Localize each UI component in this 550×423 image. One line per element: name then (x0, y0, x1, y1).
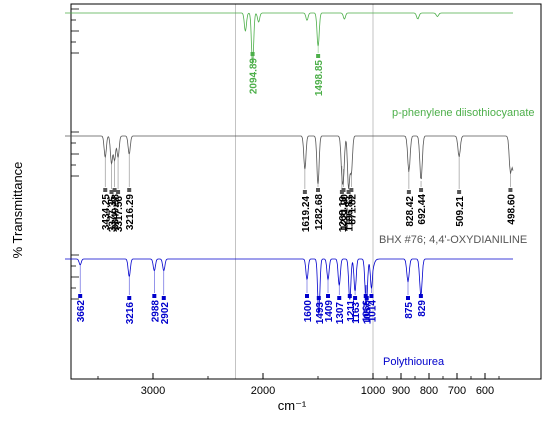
peak-marker-s1-2 (112, 188, 117, 192)
x-tick-label-0: 3000 (141, 385, 165, 397)
spectrum-line-2 (65, 258, 513, 315)
series-name-1: BHX #76; 4,4'-OXYDIANILINE (379, 234, 527, 246)
peak-marker-s2-0 (78, 294, 83, 298)
peak-label-s1-6: 1282.68 (314, 194, 325, 231)
peak-label-s1-2: 3349.38 (111, 194, 122, 231)
peak-marker-s2-12 (369, 294, 374, 298)
peak-marker-s2-2 (152, 294, 157, 298)
peak-marker-s1-9 (346, 190, 351, 194)
peak-label-s2-5: 1493 (315, 302, 326, 325)
peak-label-s2-2: 2988 (150, 300, 161, 323)
peak-label-s2-1: 3216 (125, 302, 136, 325)
peak-marker-s1-4 (127, 188, 132, 192)
peak-label-s1-5: 1619.24 (301, 196, 312, 233)
peak-marker-s2-3 (161, 296, 166, 300)
peak-label-s2-0: 3662 (76, 300, 87, 323)
x-tick-label-1: 2000 (251, 385, 275, 397)
plot-frame (70, 3, 542, 380)
peak-label-s1-7: 1268.19 (338, 196, 349, 233)
spectrum-line-1 (65, 135, 514, 190)
series-name-0: p-phenylene diisothiocyanate (392, 107, 535, 119)
peak-label-s2-9: 1163 (351, 302, 362, 324)
peak-label-s1-13: 509.21 (455, 196, 466, 227)
peak-marker-s2-13 (406, 296, 410, 300)
peak-marker-s1-8 (341, 188, 346, 192)
x-tick-label-3: 900 (392, 385, 410, 397)
peak-marker-s2-6 (326, 294, 331, 298)
peak-marker-s1-6 (316, 188, 320, 192)
x-axis-label: cm⁻¹ (278, 398, 307, 413)
peak-marker-s1-1 (109, 190, 114, 194)
peak-label-s2-7: 1307 (335, 302, 346, 325)
peak-label-s2-4: 1600 (303, 300, 314, 323)
peak-marker-s1-5 (302, 190, 307, 194)
peak-label-s2-11: 1057 (363, 302, 374, 325)
peak-marker-s2-14 (418, 294, 423, 298)
peak-label-s1-10: 871.82 (347, 194, 358, 225)
x-tick-label-5: 700 (448, 385, 466, 397)
peak-label-s1-0: 3434.25 (101, 194, 112, 231)
series-names: p-phenylene diisothiocyanate BHX #76; 4,4… (379, 107, 535, 368)
peak-marker-s1-13 (457, 190, 462, 194)
x-tick-label-2: 1000 (361, 385, 385, 397)
peak-marker-s0-0 (250, 52, 255, 56)
peak-label-s2-8: 1211 (346, 300, 357, 322)
peak-label-s2-6: 1409 (324, 300, 335, 323)
peak-marker-s1-10 (349, 188, 354, 192)
peak-marker-s1-11 (406, 190, 411, 194)
peak-marker-s2-9 (353, 296, 358, 300)
peak-label-s1-11: 828.42 (405, 196, 416, 227)
peak-marker-s2-4 (305, 294, 309, 298)
peak-label-s2-3: 2902 (160, 302, 171, 325)
spectra (65, 12, 514, 315)
peak-marker-s2-8 (347, 294, 352, 298)
x-tick-label-4: 800 (420, 385, 438, 397)
peak-label-s2-10: 1066 (362, 300, 373, 323)
peak-label-s2-14: 829 (417, 300, 428, 317)
peak-label-s1-12: 692.44 (417, 194, 428, 225)
peak-label-s1-9: 1196.83 (345, 196, 356, 232)
series-name-2: Polythiourea (383, 356, 445, 368)
y-axis-label: % Transmittance (10, 162, 25, 259)
peak-label-s1-14: 498.60 (506, 194, 517, 225)
peak-label-s2-13: 875 (404, 302, 415, 319)
peak-marker-s1-12 (419, 188, 424, 192)
peak-label-s1-4: 3216.29 (125, 194, 136, 231)
vertical-guides (235, 4, 374, 379)
peak-marker-s1-0 (103, 188, 108, 192)
peak-marker-s2-7 (337, 296, 342, 300)
peak-marker-s0-1 (316, 54, 321, 58)
spectrum-line-0 (65, 12, 513, 65)
peak-label-s1-8: 1221.90 (339, 194, 350, 231)
peak-marker-s1-3 (116, 190, 121, 194)
peak-label-s1-3: 3317.56 (114, 196, 125, 233)
peak-label-s0-0: 2094.89 (249, 58, 260, 95)
peak-marker-s1-14 (508, 188, 513, 192)
axes: 3000 2000 1000 900 800 700 600 (70, 3, 542, 397)
peak-label-s1-1: 3377.35 (107, 196, 118, 233)
peak-label-s2-12: 1014 (367, 300, 378, 323)
peak-label-s0-1: 1498.85 (314, 60, 325, 97)
peak-marker-s2-1 (127, 296, 132, 300)
x-tick-label-6: 600 (476, 385, 494, 397)
peak-labels: 2094.89 1498.85 3434.253377.353349.383317.… (76, 46, 517, 324)
peak-marker-s2-5 (316, 296, 321, 300)
peak-marker-s2-11 (364, 296, 369, 300)
